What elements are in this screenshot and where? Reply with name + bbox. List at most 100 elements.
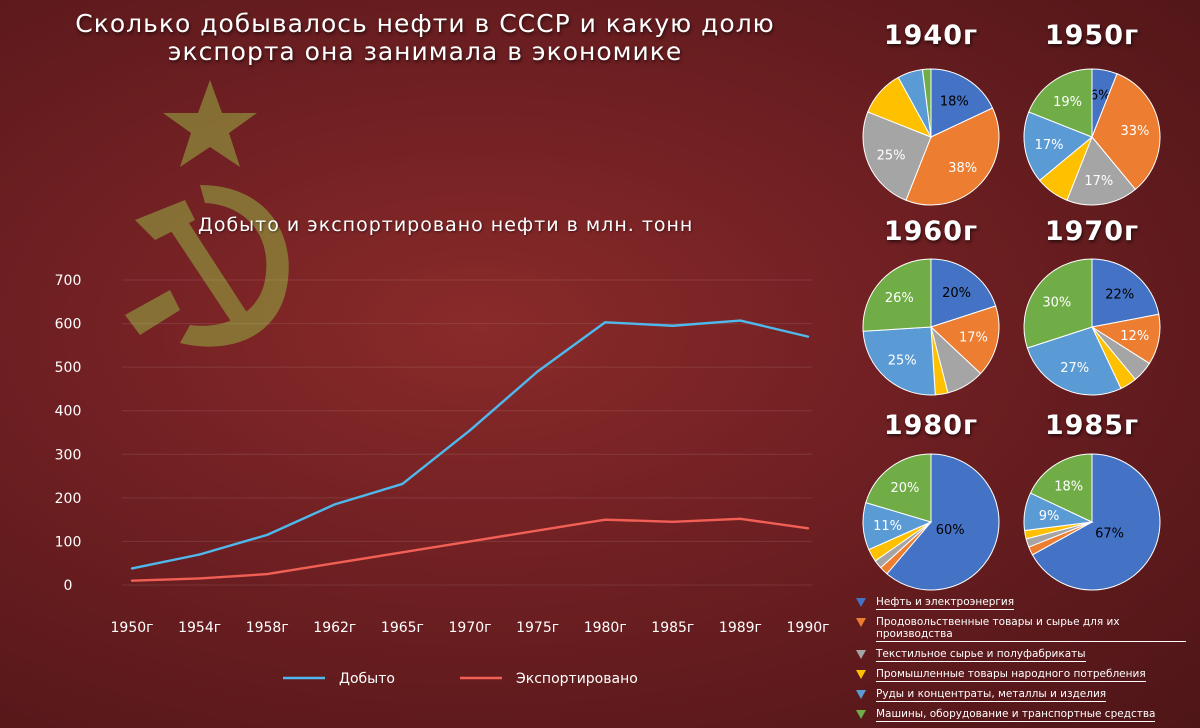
line-chart-title: Добыто и экспортировано нефти в млн. тон… bbox=[198, 214, 694, 236]
pie-slice-label: 17% bbox=[1084, 174, 1113, 189]
pie-slice bbox=[921, 68, 932, 138]
pie-slice-label: 9% bbox=[1039, 509, 1060, 524]
pie-slice-label: 30% bbox=[1042, 295, 1071, 310]
data-point bbox=[671, 324, 674, 327]
pie-legend-item: Руды и концентраты, металлы и изделия bbox=[856, 688, 1186, 702]
data-point bbox=[536, 529, 539, 532]
pie-chart: 18% 38% 25% bbox=[862, 68, 1000, 206]
pie-slice-label: 18% bbox=[1054, 479, 1083, 494]
data-point bbox=[130, 579, 134, 582]
pie-slice-label: 22% bbox=[1105, 287, 1134, 302]
pie-slice bbox=[1031, 453, 1161, 591]
x-tick-label: 1980г bbox=[584, 620, 627, 636]
data-point bbox=[198, 553, 201, 556]
x-tick-label: 1965г bbox=[381, 620, 424, 636]
pie-slice bbox=[930, 305, 1000, 375]
pie-slice bbox=[862, 258, 932, 332]
hammer-sickle-emblem bbox=[125, 80, 289, 347]
x-tick-label: 1950г bbox=[111, 620, 154, 636]
pie-legend-label: Нефть и электроэнергия bbox=[876, 596, 1015, 610]
y-tick-label: 200 bbox=[55, 491, 82, 507]
pie-slice-label: 17% bbox=[959, 330, 988, 345]
data-point bbox=[468, 540, 472, 543]
data-point bbox=[401, 482, 404, 486]
pie-slice bbox=[905, 107, 1000, 206]
pie-slice-label: 25% bbox=[888, 354, 917, 369]
x-tick-label: 1975г bbox=[516, 620, 559, 636]
legend-triangle-icon bbox=[856, 710, 866, 719]
pie-title: 1980г bbox=[883, 410, 979, 441]
data-point bbox=[401, 551, 404, 554]
data-point bbox=[806, 335, 810, 338]
pie-slice bbox=[1023, 258, 1093, 349]
data-point bbox=[671, 520, 674, 524]
x-tick-label: 1954г bbox=[178, 620, 221, 636]
pie-slice bbox=[1091, 73, 1161, 191]
pie-chart: 20% 17% 25% 26% bbox=[862, 258, 1000, 396]
pie-slice bbox=[1026, 326, 1122, 396]
pie-legend-item: Промышленные товары народного потреблени… bbox=[856, 668, 1186, 682]
pie-legend-item: Продовольственные товары и сырье для их … bbox=[856, 616, 1186, 642]
pie-slice bbox=[1066, 136, 1137, 206]
pie-legend: Нефть и электроэнергия Продовольственные … bbox=[856, 596, 1186, 728]
x-tick-label: 1989г bbox=[719, 620, 762, 636]
pie-slice bbox=[886, 453, 1000, 591]
pie-slice-label: 20% bbox=[891, 481, 920, 496]
data-point bbox=[198, 577, 201, 580]
pie-slice-label: 19% bbox=[1053, 95, 1082, 110]
legend-triangle-icon bbox=[856, 650, 866, 659]
pie-slice-label: 17% bbox=[1035, 138, 1064, 153]
data-point bbox=[130, 567, 134, 570]
y-tick-label: 0 bbox=[64, 578, 73, 594]
data-point bbox=[468, 429, 472, 432]
pie-slice-label: 6% bbox=[1090, 88, 1111, 103]
x-tick-label: 1990г bbox=[787, 620, 830, 636]
pie-legend-label: Текстильное сырье и полуфабрикаты bbox=[876, 648, 1086, 662]
legend-triangle-icon bbox=[856, 670, 866, 679]
pie-slice bbox=[930, 68, 994, 138]
pie-chart: 22% 12% 27% 30% bbox=[1023, 258, 1161, 396]
pie-title: 1985г bbox=[1044, 410, 1140, 441]
data-point bbox=[739, 319, 742, 322]
legend-triangle-icon bbox=[856, 690, 866, 699]
page-title-line-2: экспорта она занимала в экономике bbox=[167, 37, 683, 66]
y-tick-label: 400 bbox=[55, 404, 82, 420]
pie-slice-label: 33% bbox=[1121, 124, 1150, 139]
pie-title: 1940г bbox=[883, 20, 979, 51]
pie-slice-label: 20% bbox=[942, 286, 971, 301]
pie-chart: 6% 33% 17% 17% 19% bbox=[1023, 68, 1161, 206]
data-point bbox=[266, 572, 269, 576]
oil-line-chart: 0 100 200 300 400 500 600 700 1950г 1954г 1958г 196… bbox=[55, 317, 830, 687]
pie-legend-item: Нефть и электроэнергия bbox=[856, 596, 1186, 610]
data-point bbox=[266, 533, 269, 537]
pie-slice-label: 60% bbox=[936, 523, 965, 538]
data-point bbox=[536, 370, 539, 373]
pie-slice-label: 27% bbox=[1060, 361, 1089, 376]
legend-triangle-icon bbox=[856, 598, 866, 607]
pie-slice bbox=[865, 453, 932, 523]
series-line-2 bbox=[131, 517, 809, 582]
data-point bbox=[604, 321, 607, 324]
pie-slice-label: 12% bbox=[1120, 329, 1149, 344]
legend-label: Экспортировано bbox=[516, 671, 638, 687]
pie-chart: 60% 11% 20% bbox=[862, 453, 1000, 591]
pie-slice bbox=[1091, 258, 1160, 328]
page-title-line-1: Сколько добывалось нефти в СССР и какую … bbox=[75, 9, 775, 38]
pie-slice-label: 67% bbox=[1095, 526, 1124, 541]
pie-legend-item: Текстильное сырье и полуфабрикаты bbox=[856, 648, 1186, 662]
y-tick-label: 500 bbox=[55, 360, 82, 376]
pie-slice bbox=[1029, 453, 1093, 523]
legend-triangle-icon bbox=[856, 618, 866, 627]
pie-chart: 67% 9% 18% bbox=[1023, 453, 1161, 591]
y-tick-label: 100 bbox=[55, 534, 82, 550]
pie-title: 1950г bbox=[1044, 20, 1140, 51]
pie-legend-label: Промышленные товары народного потреблени… bbox=[876, 668, 1146, 682]
legend-label: Добыто bbox=[339, 671, 395, 687]
y-tick-label: 600 bbox=[55, 317, 82, 333]
pie-legend-label: Руды и концентраты, металлы и изделия bbox=[876, 688, 1107, 702]
pie-title: 1970г bbox=[1044, 216, 1140, 247]
pie-slice bbox=[1028, 68, 1093, 138]
pie-slice bbox=[862, 326, 936, 396]
data-point bbox=[333, 503, 336, 506]
data-point bbox=[806, 527, 810, 530]
